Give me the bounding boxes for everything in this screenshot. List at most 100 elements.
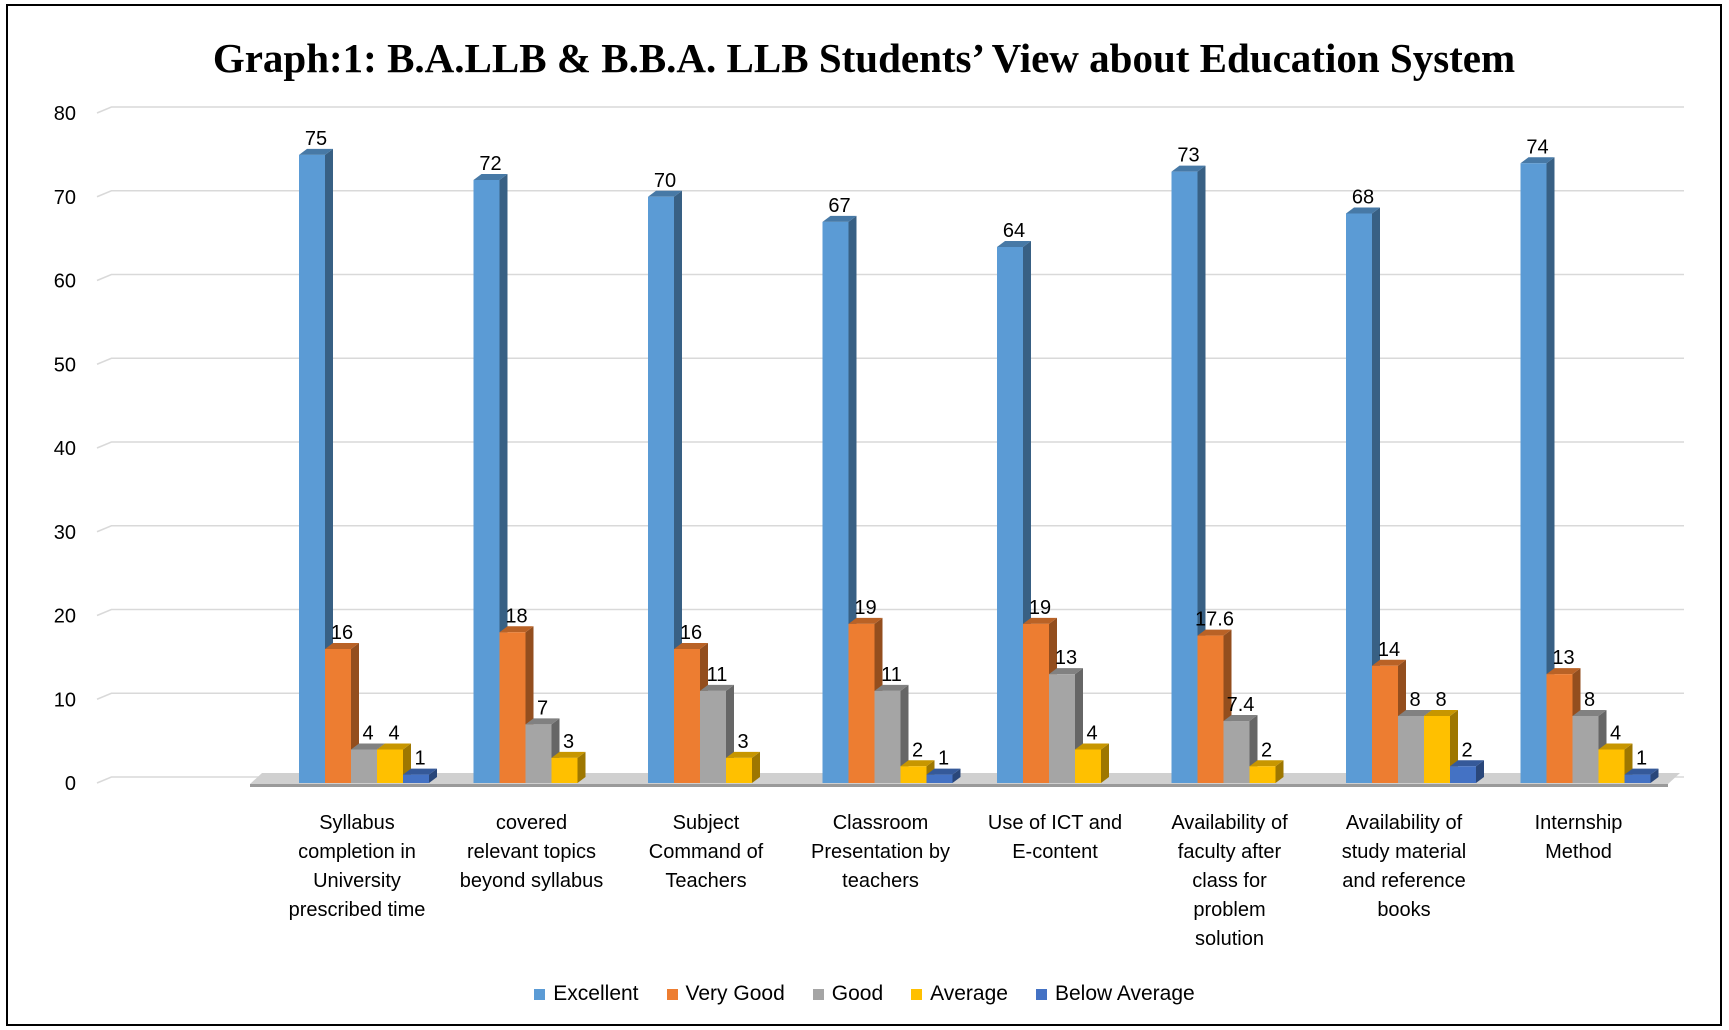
y-tick-label: 70 <box>54 187 76 209</box>
legend-item: Below Average <box>1035 982 1195 1006</box>
bar-top <box>1075 743 1109 750</box>
y-tick-label: 30 <box>54 522 76 544</box>
bar-side <box>577 751 586 783</box>
bar-side <box>752 751 760 783</box>
bar-top <box>1249 760 1284 767</box>
bar <box>525 724 552 783</box>
data-label: 68 <box>1352 187 1374 209</box>
bar-top <box>1346 207 1380 214</box>
bar-side <box>1372 207 1380 783</box>
gridline <box>96 692 1684 700</box>
data-label: 73 <box>1177 145 1199 167</box>
legend-item: Average <box>911 982 1008 1006</box>
data-label: 7.4 <box>1227 694 1255 716</box>
bar-top <box>674 643 708 649</box>
bar <box>674 649 700 783</box>
bar <box>1346 213 1372 783</box>
bar-side <box>674 190 682 783</box>
x-tick-label: Command of <box>649 841 764 863</box>
data-label: 2 <box>1261 739 1272 761</box>
data-label: 19 <box>854 597 876 619</box>
bar-top <box>1520 157 1555 164</box>
bar <box>1049 674 1075 783</box>
gridline <box>96 190 1684 198</box>
bar-side <box>1546 157 1555 783</box>
data-label: 3 <box>563 731 574 753</box>
data-label: 4 <box>388 723 399 745</box>
data-label: 7 <box>537 697 548 719</box>
x-tick-label: problem <box>1193 899 1265 921</box>
x-tick-label: beyond syllabus <box>460 870 603 892</box>
bar <box>848 623 875 783</box>
data-label: 1 <box>938 748 949 770</box>
data-label: 14 <box>1378 639 1400 661</box>
x-tick-label: prescribed time <box>289 899 426 921</box>
gridline <box>96 357 1684 365</box>
data-label: 11 <box>707 664 728 686</box>
data-label: 16 <box>331 622 353 644</box>
legend-swatch <box>1035 988 1047 1000</box>
legend-swatch <box>666 988 678 1000</box>
bar <box>1624 774 1651 783</box>
legend-label: Excellent <box>553 982 639 1005</box>
data-label: 8 <box>1435 689 1446 711</box>
bar-top <box>997 241 1031 247</box>
bar-top <box>1223 715 1258 722</box>
x-tick-label: covered <box>496 812 567 834</box>
chart-frame: Graph:1: B.A.LLB & B.B.A. LLB Students’ … <box>6 4 1722 1026</box>
bar-top <box>848 617 883 624</box>
legend-label: Below Average <box>1054 982 1195 1005</box>
bar <box>1171 171 1198 783</box>
data-label: 8 <box>1584 689 1595 711</box>
bar-top <box>403 768 437 775</box>
data-label: 70 <box>654 170 676 192</box>
bar <box>1598 749 1625 783</box>
y-tick-label: 40 <box>54 438 76 460</box>
bar-top <box>473 174 508 180</box>
bar-top <box>1398 710 1432 716</box>
bar <box>1572 716 1599 783</box>
bar <box>1223 721 1250 783</box>
x-tick-label: and reference <box>1342 870 1465 892</box>
bar-top <box>499 626 534 633</box>
bar-top <box>648 190 682 197</box>
legend-label: Good <box>831 982 884 1005</box>
bar-side <box>1197 165 1206 783</box>
x-tick-label: Teachers <box>665 870 746 892</box>
bar-top <box>822 215 857 222</box>
bar <box>1372 665 1398 783</box>
bar-side <box>325 148 333 783</box>
bar-top <box>1372 659 1406 666</box>
bar <box>926 774 953 783</box>
data-label: 67 <box>828 195 850 217</box>
legend-item: Excellent <box>534 982 639 1006</box>
data-label: 64 <box>1003 220 1025 242</box>
bar-side <box>429 768 437 783</box>
legend-item: Good <box>812 982 884 1006</box>
data-label: 74 <box>1526 136 1548 158</box>
data-label: 1 <box>1636 748 1647 770</box>
bar <box>648 196 674 783</box>
chart-title: Graph:1: B.A.LLB & B.B.A. LLB Students’ … <box>212 35 1516 81</box>
x-tick-label: completion in <box>298 841 416 863</box>
x-tick-label: solution <box>1195 928 1264 950</box>
bar <box>1398 716 1424 783</box>
data-label: 1 <box>414 748 425 770</box>
bar <box>299 154 325 783</box>
y-tick-label: 10 <box>54 689 76 711</box>
x-tick-label: Classroom <box>833 812 929 834</box>
bar-top <box>1572 710 1607 716</box>
bar <box>726 757 752 783</box>
bar-top <box>1546 668 1581 675</box>
y-tick-label: 80 <box>54 103 76 125</box>
gridline <box>96 273 1684 282</box>
bar-top <box>1049 668 1083 675</box>
chart-floor <box>250 773 1680 784</box>
data-label: 4 <box>1086 723 1097 745</box>
x-tick-label: class for <box>1192 870 1267 892</box>
bar-side <box>1476 760 1484 783</box>
x-tick-label: Syllabus <box>319 812 395 834</box>
bar-top <box>377 743 411 750</box>
bar <box>403 774 429 783</box>
bar-top <box>700 684 734 691</box>
